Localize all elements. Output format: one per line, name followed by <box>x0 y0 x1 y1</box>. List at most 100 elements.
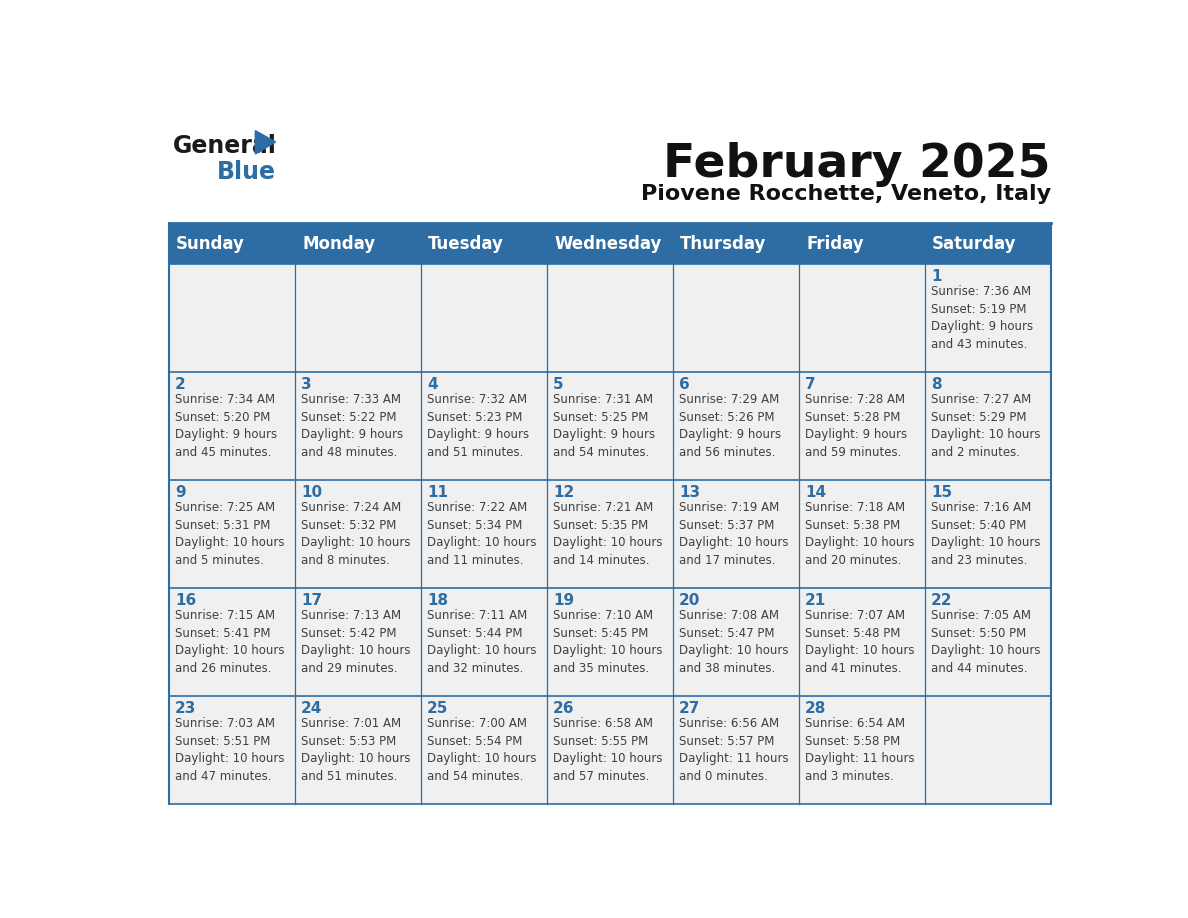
Bar <box>672 373 798 480</box>
Text: 24: 24 <box>302 701 323 716</box>
Bar <box>798 696 924 804</box>
Text: Sunrise: 7:24 AM
Sunset: 5:32 PM
Daylight: 10 hours
and 8 minutes.: Sunrise: 7:24 AM Sunset: 5:32 PM Dayligh… <box>302 501 411 567</box>
Text: 7: 7 <box>805 377 816 392</box>
Text: Sunrise: 7:10 AM
Sunset: 5:45 PM
Daylight: 10 hours
and 35 minutes.: Sunrise: 7:10 AM Sunset: 5:45 PM Dayligh… <box>554 610 663 675</box>
Text: 22: 22 <box>931 593 953 609</box>
Polygon shape <box>255 130 276 154</box>
Text: Sunrise: 6:54 AM
Sunset: 5:58 PM
Daylight: 11 hours
and 3 minutes.: Sunrise: 6:54 AM Sunset: 5:58 PM Dayligh… <box>805 718 915 783</box>
Text: Sunrise: 7:11 AM
Sunset: 5:44 PM
Daylight: 10 hours
and 32 minutes.: Sunrise: 7:11 AM Sunset: 5:44 PM Dayligh… <box>428 610 537 675</box>
Bar <box>295 588 421 696</box>
Bar <box>546 588 672 696</box>
Text: General: General <box>172 134 277 158</box>
Text: Sunrise: 7:28 AM
Sunset: 5:28 PM
Daylight: 9 hours
and 59 minutes.: Sunrise: 7:28 AM Sunset: 5:28 PM Dayligh… <box>805 394 908 459</box>
Text: 25: 25 <box>428 701 449 716</box>
Text: Tuesday: Tuesday <box>428 235 504 252</box>
Bar <box>798 588 924 696</box>
Text: 9: 9 <box>175 486 185 500</box>
Text: Sunrise: 7:36 AM
Sunset: 5:19 PM
Daylight: 9 hours
and 43 minutes.: Sunrise: 7:36 AM Sunset: 5:19 PM Dayligh… <box>931 285 1034 351</box>
Text: Sunrise: 7:13 AM
Sunset: 5:42 PM
Daylight: 10 hours
and 29 minutes.: Sunrise: 7:13 AM Sunset: 5:42 PM Dayligh… <box>302 610 411 675</box>
Text: Sunrise: 7:19 AM
Sunset: 5:37 PM
Daylight: 10 hours
and 17 minutes.: Sunrise: 7:19 AM Sunset: 5:37 PM Dayligh… <box>680 501 789 567</box>
Bar <box>169 373 295 480</box>
Bar <box>421 264 546 373</box>
Text: 6: 6 <box>680 377 690 392</box>
Text: Sunrise: 7:25 AM
Sunset: 5:31 PM
Daylight: 10 hours
and 5 minutes.: Sunrise: 7:25 AM Sunset: 5:31 PM Dayligh… <box>175 501 285 567</box>
Bar <box>924 264 1051 373</box>
Text: 2: 2 <box>175 377 187 392</box>
Text: Sunday: Sunday <box>176 235 245 252</box>
Text: Sunrise: 7:18 AM
Sunset: 5:38 PM
Daylight: 10 hours
and 20 minutes.: Sunrise: 7:18 AM Sunset: 5:38 PM Dayligh… <box>805 501 915 567</box>
Text: 28: 28 <box>805 701 827 716</box>
Bar <box>546 480 672 588</box>
Text: Piovene Rocchette, Veneto, Italy: Piovene Rocchette, Veneto, Italy <box>640 185 1051 205</box>
Text: 5: 5 <box>554 377 564 392</box>
Bar <box>421 480 546 588</box>
Bar <box>546 264 672 373</box>
Text: 26: 26 <box>554 701 575 716</box>
Text: Sunrise: 7:33 AM
Sunset: 5:22 PM
Daylight: 9 hours
and 48 minutes.: Sunrise: 7:33 AM Sunset: 5:22 PM Dayligh… <box>302 394 404 459</box>
Bar <box>672 480 798 588</box>
Text: Sunrise: 7:16 AM
Sunset: 5:40 PM
Daylight: 10 hours
and 23 minutes.: Sunrise: 7:16 AM Sunset: 5:40 PM Dayligh… <box>931 501 1041 567</box>
Bar <box>295 480 421 588</box>
Text: Sunrise: 7:05 AM
Sunset: 5:50 PM
Daylight: 10 hours
and 44 minutes.: Sunrise: 7:05 AM Sunset: 5:50 PM Dayligh… <box>931 610 1041 675</box>
Text: Sunrise: 7:34 AM
Sunset: 5:20 PM
Daylight: 9 hours
and 45 minutes.: Sunrise: 7:34 AM Sunset: 5:20 PM Dayligh… <box>175 394 277 459</box>
Bar <box>169 264 295 373</box>
Bar <box>672 588 798 696</box>
Bar <box>295 373 421 480</box>
Bar <box>169 588 295 696</box>
Text: February 2025: February 2025 <box>663 142 1051 187</box>
Text: Sunrise: 7:15 AM
Sunset: 5:41 PM
Daylight: 10 hours
and 26 minutes.: Sunrise: 7:15 AM Sunset: 5:41 PM Dayligh… <box>175 610 285 675</box>
Bar <box>169 480 295 588</box>
Text: Sunrise: 7:00 AM
Sunset: 5:54 PM
Daylight: 10 hours
and 54 minutes.: Sunrise: 7:00 AM Sunset: 5:54 PM Dayligh… <box>428 718 537 783</box>
Bar <box>169 696 295 804</box>
Bar <box>924 696 1051 804</box>
Text: Sunrise: 7:32 AM
Sunset: 5:23 PM
Daylight: 9 hours
and 51 minutes.: Sunrise: 7:32 AM Sunset: 5:23 PM Dayligh… <box>428 394 530 459</box>
Text: 21: 21 <box>805 593 827 609</box>
Text: Sunrise: 7:31 AM
Sunset: 5:25 PM
Daylight: 9 hours
and 54 minutes.: Sunrise: 7:31 AM Sunset: 5:25 PM Dayligh… <box>554 394 656 459</box>
Bar <box>295 264 421 373</box>
Text: 10: 10 <box>302 486 322 500</box>
Text: Sunrise: 6:58 AM
Sunset: 5:55 PM
Daylight: 10 hours
and 57 minutes.: Sunrise: 6:58 AM Sunset: 5:55 PM Dayligh… <box>554 718 663 783</box>
Bar <box>169 223 1051 264</box>
Bar <box>924 480 1051 588</box>
Text: 15: 15 <box>931 486 953 500</box>
Text: Sunrise: 7:22 AM
Sunset: 5:34 PM
Daylight: 10 hours
and 11 minutes.: Sunrise: 7:22 AM Sunset: 5:34 PM Dayligh… <box>428 501 537 567</box>
Text: Sunrise: 7:21 AM
Sunset: 5:35 PM
Daylight: 10 hours
and 14 minutes.: Sunrise: 7:21 AM Sunset: 5:35 PM Dayligh… <box>554 501 663 567</box>
Text: Sunrise: 7:29 AM
Sunset: 5:26 PM
Daylight: 9 hours
and 56 minutes.: Sunrise: 7:29 AM Sunset: 5:26 PM Dayligh… <box>680 394 782 459</box>
Text: 13: 13 <box>680 486 701 500</box>
Bar <box>924 588 1051 696</box>
Text: 3: 3 <box>302 377 311 392</box>
Bar <box>546 696 672 804</box>
Bar <box>798 373 924 480</box>
Bar <box>672 264 798 373</box>
Text: 23: 23 <box>175 701 196 716</box>
Bar <box>421 373 546 480</box>
Bar <box>798 480 924 588</box>
Text: 27: 27 <box>680 701 701 716</box>
Text: 1: 1 <box>931 269 942 285</box>
Text: 16: 16 <box>175 593 196 609</box>
Text: Monday: Monday <box>302 235 375 252</box>
Bar <box>798 264 924 373</box>
Text: 19: 19 <box>554 593 574 609</box>
Text: Sunrise: 7:08 AM
Sunset: 5:47 PM
Daylight: 10 hours
and 38 minutes.: Sunrise: 7:08 AM Sunset: 5:47 PM Dayligh… <box>680 610 789 675</box>
Text: Sunrise: 7:03 AM
Sunset: 5:51 PM
Daylight: 10 hours
and 47 minutes.: Sunrise: 7:03 AM Sunset: 5:51 PM Dayligh… <box>175 718 285 783</box>
Text: 14: 14 <box>805 486 827 500</box>
Text: Sunrise: 7:01 AM
Sunset: 5:53 PM
Daylight: 10 hours
and 51 minutes.: Sunrise: 7:01 AM Sunset: 5:53 PM Dayligh… <box>302 718 411 783</box>
Text: Wednesday: Wednesday <box>554 235 662 252</box>
Bar <box>421 588 546 696</box>
Text: Friday: Friday <box>807 235 864 252</box>
Bar <box>421 696 546 804</box>
Bar <box>924 373 1051 480</box>
Text: 11: 11 <box>428 486 448 500</box>
Text: 8: 8 <box>931 377 942 392</box>
Text: Sunrise: 7:27 AM
Sunset: 5:29 PM
Daylight: 10 hours
and 2 minutes.: Sunrise: 7:27 AM Sunset: 5:29 PM Dayligh… <box>931 394 1041 459</box>
Text: 18: 18 <box>428 593 448 609</box>
Text: Saturday: Saturday <box>933 235 1017 252</box>
Bar <box>546 373 672 480</box>
Text: 12: 12 <box>554 486 575 500</box>
Text: 17: 17 <box>302 593 322 609</box>
Bar <box>672 696 798 804</box>
Bar <box>295 696 421 804</box>
Text: 4: 4 <box>428 377 438 392</box>
Text: Sunrise: 7:07 AM
Sunset: 5:48 PM
Daylight: 10 hours
and 41 minutes.: Sunrise: 7:07 AM Sunset: 5:48 PM Dayligh… <box>805 610 915 675</box>
